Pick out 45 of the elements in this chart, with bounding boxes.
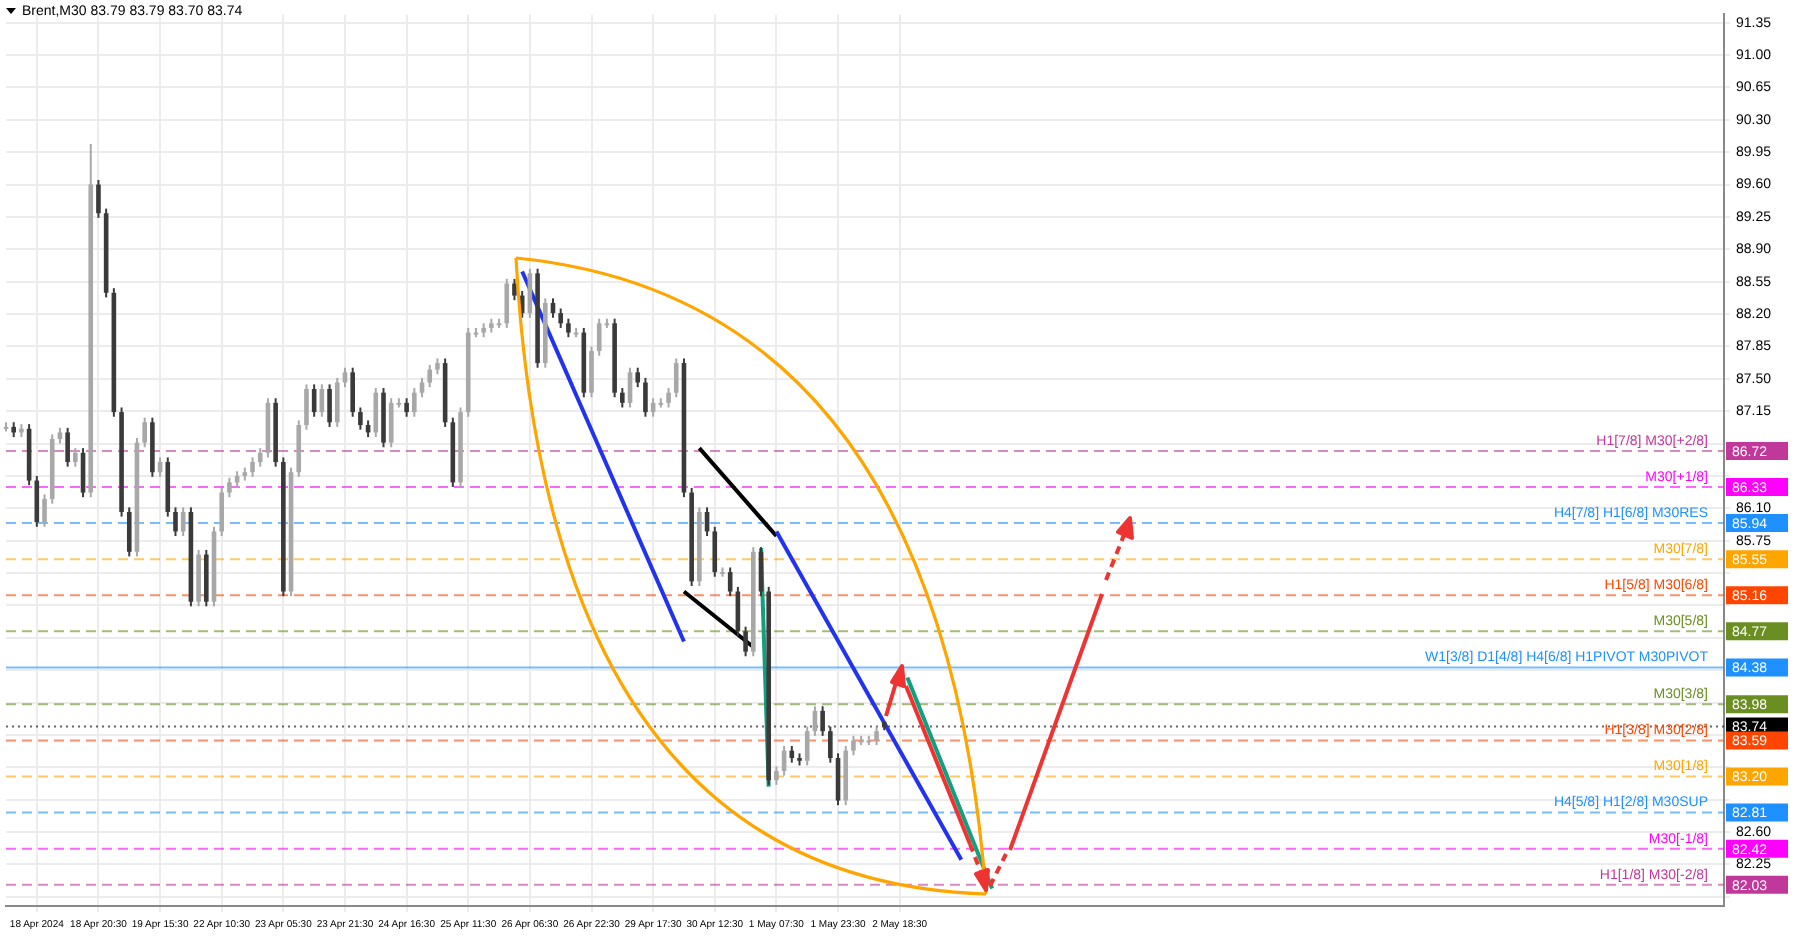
candlestick — [142, 416, 147, 449]
candlestick — [227, 476, 232, 499]
candlestick — [643, 376, 648, 418]
candlestick — [65, 426, 70, 468]
candlestick — [673, 357, 679, 399]
candlestick — [743, 625, 748, 658]
candlestick — [712, 525, 718, 578]
candlestick — [566, 317, 571, 339]
candlestick — [219, 486, 225, 538]
candlestick — [620, 387, 625, 409]
candlestick — [296, 419, 302, 478]
candlestick — [334, 376, 340, 428]
candlestick — [635, 366, 641, 389]
candlestick — [512, 277, 517, 302]
candlestick — [350, 366, 355, 418]
candlestick — [774, 765, 779, 786]
candlestick — [358, 406, 363, 431]
candlestick — [203, 548, 209, 608]
candlestick — [596, 317, 602, 357]
candlestick — [589, 345, 594, 399]
candlestick — [427, 363, 433, 389]
candlestick — [820, 705, 825, 737]
candlestick — [42, 493, 47, 528]
candlestick — [504, 277, 510, 329]
candlestick — [96, 178, 101, 219]
candlestick — [851, 734, 856, 757]
candlestick — [404, 397, 409, 418]
candlestick — [304, 383, 309, 431]
candlestick — [180, 506, 186, 538]
candlestick — [250, 456, 255, 478]
candlestick — [173, 506, 178, 538]
candlestick — [196, 548, 201, 608]
candlestick — [412, 387, 417, 418]
candlestick — [388, 397, 394, 449]
candlestick — [666, 387, 671, 409]
candlestick — [828, 725, 833, 764]
candlestick — [373, 387, 379, 439]
candlestick — [126, 506, 132, 558]
candlestick — [327, 383, 332, 428]
candlestick — [342, 366, 348, 389]
candlestick — [257, 447, 263, 468]
candlestick — [73, 447, 78, 468]
candlestick — [874, 725, 879, 747]
candlestick — [558, 307, 563, 329]
candlestick — [804, 725, 810, 767]
